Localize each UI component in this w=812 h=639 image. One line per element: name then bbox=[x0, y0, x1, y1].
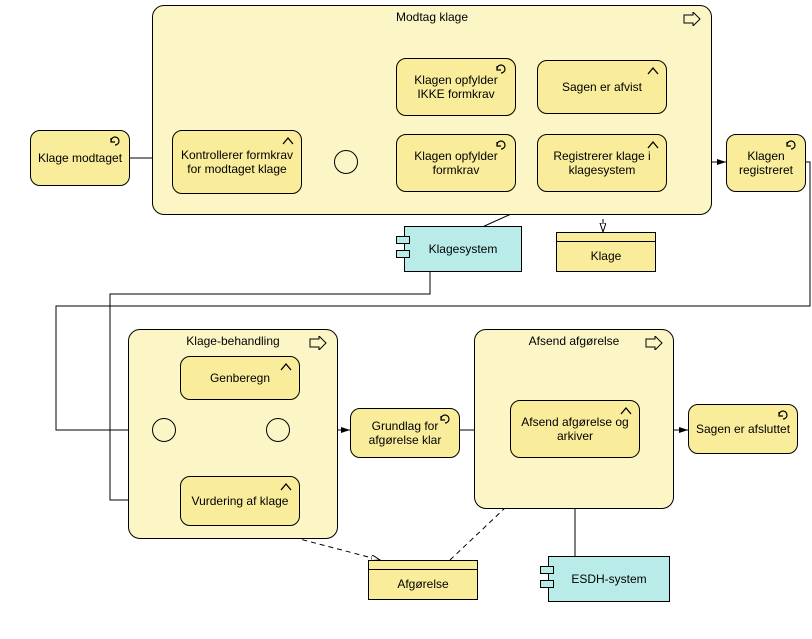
node-kontrollerer: Kontrollerer formkrav for modtaget klage bbox=[172, 130, 302, 194]
gateway-1 bbox=[334, 150, 358, 174]
pool-title: Modtag klage bbox=[153, 10, 711, 24]
datastore-afgorelse: Afgørelse bbox=[368, 560, 478, 600]
node-label: Genberegn bbox=[210, 371, 270, 385]
chevron-icon bbox=[646, 65, 660, 77]
node-grundlag: Grundlag for afgørelse klar bbox=[350, 408, 460, 458]
loop-icon bbox=[439, 413, 453, 425]
node-sagen-afvist: Sagen er afvist bbox=[537, 60, 667, 114]
datastore-klage: Klage bbox=[556, 232, 656, 272]
chevron-icon bbox=[646, 139, 660, 151]
node-label: Klage modtaget bbox=[38, 151, 122, 165]
component-label: ESDH-system bbox=[571, 572, 646, 586]
gateway-2 bbox=[152, 418, 176, 442]
node-label: Klagen opfylder IKKE formkrav bbox=[403, 73, 509, 102]
node-vurdering: Vurdering af klage bbox=[180, 476, 300, 526]
node-label: Afsend afgørelse og arkiver bbox=[517, 415, 633, 444]
gateway-3 bbox=[266, 418, 290, 442]
node-afsend-afgorelse: Afsend afgørelse og arkiver bbox=[510, 400, 640, 458]
component-esdh: ESDH-system bbox=[540, 556, 670, 602]
loop-icon bbox=[777, 409, 791, 421]
node-label: Sagen er afvist bbox=[562, 80, 642, 94]
node-sagen-afsluttet: Sagen er afsluttet bbox=[688, 404, 798, 454]
node-genberegn: Genberegn bbox=[180, 356, 300, 400]
node-klagen-registreret: Klagen registreret bbox=[726, 134, 806, 192]
loop-icon bbox=[495, 63, 509, 75]
node-label: Sagen er afsluttet bbox=[696, 422, 790, 436]
arrow-icon bbox=[309, 336, 327, 350]
component-label: Klagesystem bbox=[429, 242, 498, 256]
chevron-icon bbox=[279, 361, 293, 373]
component-klagesystem: Klagesystem bbox=[396, 226, 522, 272]
pool-title: Afsend afgørelse bbox=[475, 334, 673, 348]
node-label: Klagen registreret bbox=[733, 149, 799, 178]
node-label: Vurdering af klage bbox=[192, 494, 289, 508]
loop-icon bbox=[495, 139, 509, 151]
chevron-icon bbox=[279, 481, 293, 493]
datastore-label: Afgørelse bbox=[397, 577, 448, 591]
loop-icon bbox=[109, 135, 123, 147]
pool-title: Klage-behandling bbox=[129, 334, 337, 348]
node-label: Kontrollerer formkrav for modtaget klage bbox=[179, 148, 295, 177]
node-klagen-ikke: Klagen opfylder IKKE formkrav bbox=[396, 58, 516, 116]
chevron-icon bbox=[281, 135, 295, 147]
arrow-icon bbox=[683, 12, 701, 26]
node-klage-modtaget: Klage modtaget bbox=[30, 130, 130, 186]
node-label: Klagen opfylder formkrav bbox=[403, 149, 509, 178]
arrow-icon bbox=[645, 336, 663, 350]
node-label: Registrerer klage i klagesystem bbox=[544, 149, 660, 178]
datastore-label: Klage bbox=[591, 249, 622, 263]
loop-icon bbox=[785, 139, 799, 151]
node-registrerer: Registrerer klage i klagesystem bbox=[537, 134, 667, 192]
node-klagen-opfylder: Klagen opfylder formkrav bbox=[396, 134, 516, 192]
chevron-icon bbox=[619, 405, 633, 417]
